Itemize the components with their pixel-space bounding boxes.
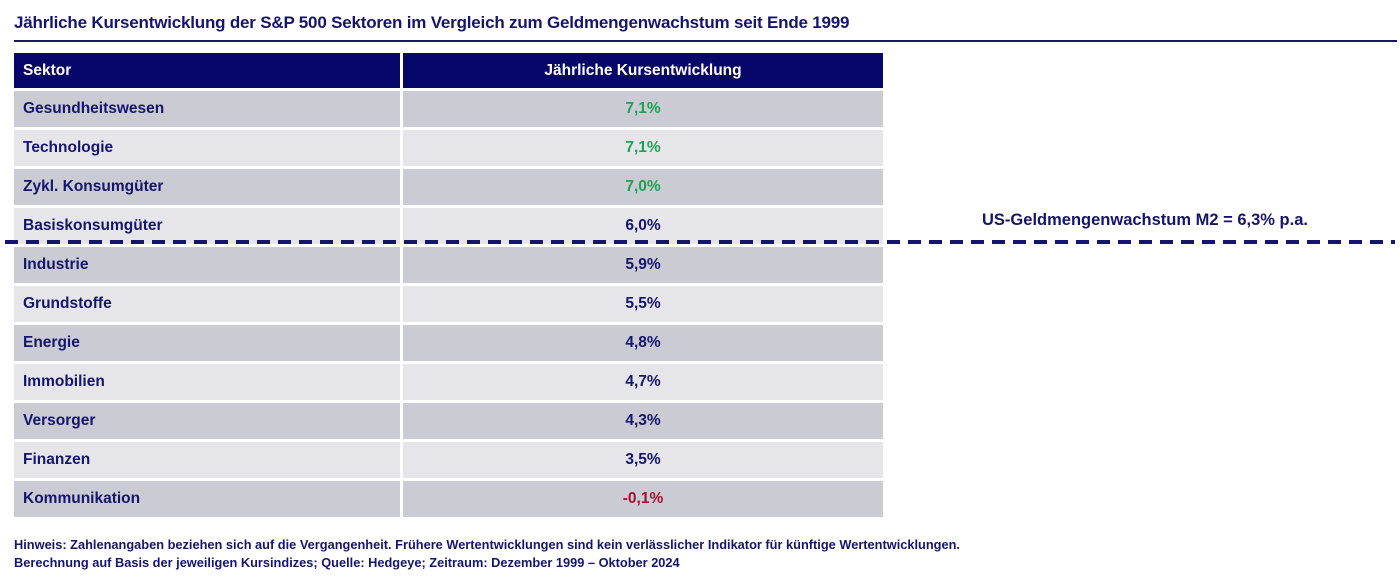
table-header-row: Sektor Jährliche Kursentwicklung xyxy=(14,53,883,88)
table-row: Grundstoffe 5,5% xyxy=(14,286,883,322)
sector-return-value: 4,8% xyxy=(403,325,883,361)
sector-return-value: -0,1% xyxy=(403,481,883,517)
table-row: Versorger 4,3% xyxy=(14,403,883,439)
sector-return-value: 3,5% xyxy=(403,442,883,478)
m2-reference-label: US-Geldmengenwachstum M2 = 6,3% p.a. xyxy=(982,211,1308,229)
table-row: Immobilien 4,7% xyxy=(14,364,883,400)
table-body: Gesundheitswesen 7,1% Technologie 7,1% Zykl.… xyxy=(14,91,883,517)
sector-name: Grundstoffe xyxy=(14,286,400,322)
title-underline xyxy=(14,40,1397,42)
sector-return-value: 5,9% xyxy=(403,247,883,283)
column-header-sector: Sektor xyxy=(14,53,400,88)
sector-name: Immobilien xyxy=(14,364,400,400)
table-row: Finanzen 3,5% xyxy=(14,442,883,478)
table-row: Technologie 7,1% xyxy=(14,130,883,166)
footnotes: Hinweis: Zahlenangaben beziehen sich auf… xyxy=(14,536,960,572)
sector-return-value: 7,1% xyxy=(403,91,883,127)
sector-return-value: 7,0% xyxy=(403,169,883,205)
footnote-source: Berechnung auf Basis der jeweiligen Kurs… xyxy=(14,555,680,570)
table-row: Kommunikation -0,1% xyxy=(14,481,883,517)
sector-name: Zykl. Konsumgüter xyxy=(14,169,400,205)
table-row: Zykl. Konsumgüter 7,0% xyxy=(14,169,883,205)
sector-name: Versorger xyxy=(14,403,400,439)
table-row: Gesundheitswesen 7,1% xyxy=(14,91,883,127)
sector-return-value: 7,1% xyxy=(403,130,883,166)
table-row: Energie 4,8% xyxy=(14,325,883,361)
column-header-return: Jährliche Kursentwicklung xyxy=(403,53,883,88)
sector-name: Technologie xyxy=(14,130,400,166)
sector-name: Industrie xyxy=(14,247,400,283)
table-row: Basiskonsumgüter 6,0% xyxy=(14,208,883,244)
page-title: Jährliche Kursentwicklung der S&P 500 Se… xyxy=(14,13,850,32)
m2-reference-line xyxy=(5,240,1395,244)
sector-name: Finanzen xyxy=(14,442,400,478)
sector-performance-table: Sektor Jährliche Kursentwicklung Gesundh… xyxy=(14,53,883,517)
sector-name: Energie xyxy=(14,325,400,361)
sector-return-value: 5,5% xyxy=(403,286,883,322)
table-row: Industrie 5,9% xyxy=(14,247,883,283)
sector-return-value: 4,3% xyxy=(403,403,883,439)
footnote-disclaimer: Hinweis: Zahlenangaben beziehen sich auf… xyxy=(14,537,960,552)
sector-name: Kommunikation xyxy=(14,481,400,517)
sector-name: Gesundheitswesen xyxy=(14,91,400,127)
sector-name: Basiskonsumgüter xyxy=(14,208,400,244)
sector-return-value: 4,7% xyxy=(403,364,883,400)
sector-return-value: 6,0% xyxy=(403,208,883,244)
